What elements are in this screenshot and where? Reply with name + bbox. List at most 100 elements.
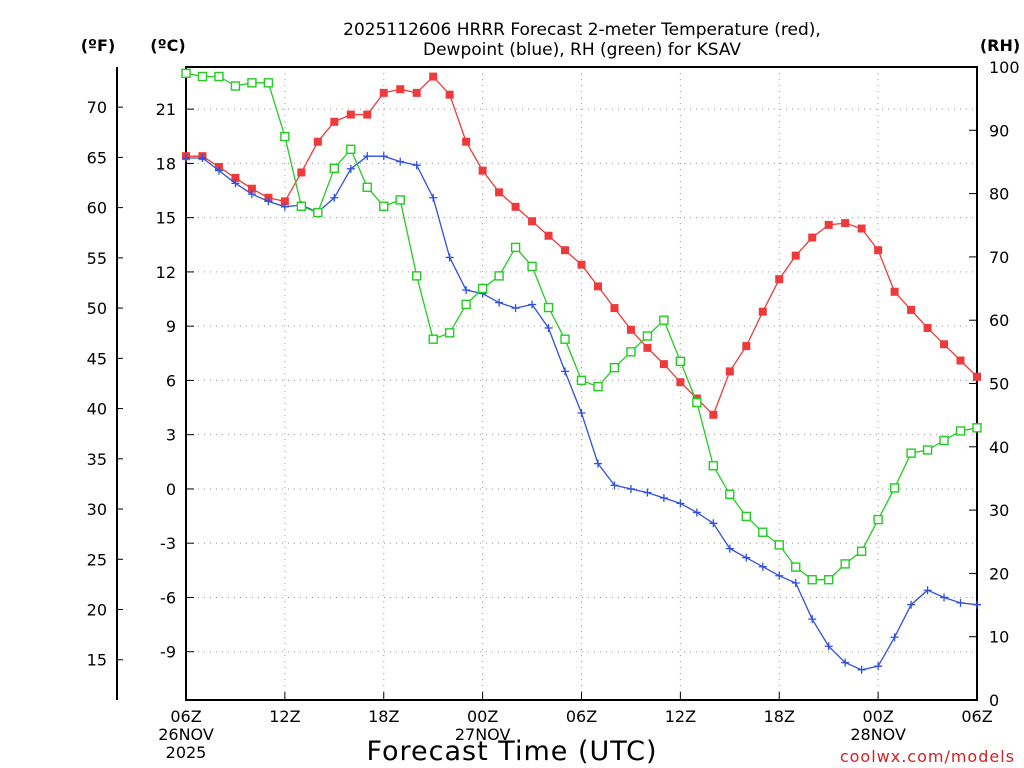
x-tick-label: 18Z xyxy=(368,707,399,726)
celsius-tick-label: -9 xyxy=(160,643,176,662)
rh-tick-label: 30 xyxy=(989,501,1009,520)
dewpoint-point xyxy=(577,408,586,417)
celsius-tick-label: 18 xyxy=(156,154,176,173)
fahrenheit-tick-label: 55 xyxy=(87,249,107,268)
fahrenheit-unit-label: (ºF) xyxy=(81,36,116,55)
dewpoint-point xyxy=(857,665,866,674)
dewpoint-point xyxy=(659,493,668,502)
rh-point xyxy=(823,575,834,585)
dewpoint-point xyxy=(874,662,883,671)
temperature-point xyxy=(973,372,981,381)
temperature-point xyxy=(610,304,619,313)
dewpoint-point xyxy=(231,179,240,188)
rh-point xyxy=(840,559,850,569)
fahrenheit-tick-label: 35 xyxy=(87,450,107,469)
rh-unit-label: (RH) xyxy=(980,36,1020,55)
rh-point xyxy=(197,71,208,82)
temperature-point xyxy=(528,217,537,226)
rh-point xyxy=(791,562,801,572)
dewpoint-point xyxy=(280,202,289,211)
fahrenheit-tick-label: 70 xyxy=(87,98,107,117)
rh-point xyxy=(807,575,817,585)
dewpoint-point xyxy=(429,193,438,202)
dewpoint-point xyxy=(626,484,635,493)
dewpoint-point xyxy=(758,562,767,571)
dewpoint-point xyxy=(462,285,471,294)
rh-point xyxy=(922,445,933,455)
x-tick-year-label: 2025 xyxy=(166,743,207,762)
temperature-point xyxy=(725,367,734,376)
dewpoint-point xyxy=(775,571,784,580)
rh-tick-label: 0 xyxy=(989,691,999,710)
rh-point xyxy=(214,71,224,82)
dewpoint-point xyxy=(824,642,833,651)
dewpoint-point xyxy=(346,164,355,173)
fahrenheit-tick-label: 60 xyxy=(87,199,107,218)
dewpoint-point xyxy=(956,598,965,607)
temperature-point xyxy=(940,340,949,349)
dewpoint-point xyxy=(725,544,734,553)
temperature-point xyxy=(577,260,586,269)
rh-point xyxy=(758,527,768,537)
dewpoint-point xyxy=(363,152,372,161)
rh-point xyxy=(576,375,587,386)
rh-point xyxy=(626,347,636,357)
celsius-tick-label: 15 xyxy=(156,209,176,228)
rh-point xyxy=(362,182,372,192)
rh-point xyxy=(659,315,669,325)
rh-point xyxy=(296,201,307,211)
rh-point xyxy=(230,81,241,91)
rh-point xyxy=(412,271,422,281)
rh-point xyxy=(346,144,356,154)
dewpoint-point xyxy=(808,615,817,624)
dewpoint-point xyxy=(973,600,981,609)
temperature-point xyxy=(379,88,388,97)
temperature-point xyxy=(956,356,965,365)
rh-point xyxy=(263,78,274,88)
rh-point xyxy=(560,334,570,344)
x-tick-date-label: 27NOV xyxy=(455,725,511,744)
rh-point xyxy=(329,163,340,173)
temperature-point xyxy=(709,410,718,419)
dewpoint-point xyxy=(445,253,454,262)
rh-point xyxy=(593,381,603,392)
rh-point xyxy=(906,448,916,458)
celsius-tick-label: 9 xyxy=(166,317,176,336)
celsius-tick-label: 3 xyxy=(166,426,176,445)
temperature-point xyxy=(775,275,784,284)
fahrenheit-tick-label: 65 xyxy=(87,148,107,167)
rh-point xyxy=(280,131,290,142)
rh-point xyxy=(494,271,504,281)
rh-point xyxy=(725,489,735,499)
rh-point xyxy=(939,435,949,446)
temperature-point xyxy=(297,168,306,177)
temperature-point xyxy=(231,173,240,182)
celsius-unit-label: (ºC) xyxy=(150,36,185,55)
rh-tick-label: 60 xyxy=(989,311,1009,330)
celsius-tick-label: 0 xyxy=(166,480,176,499)
chart-title-line2: Dewpoint (blue), RH (green) for KSAV xyxy=(423,40,741,60)
x-tick-label: 18Z xyxy=(764,707,795,726)
dewpoint-point xyxy=(692,508,701,517)
rh-point xyxy=(873,514,883,525)
rh-tick-label: 40 xyxy=(989,438,1009,457)
temperature-point xyxy=(363,110,372,119)
fahrenheit-tick-label: 25 xyxy=(87,550,107,569)
celsius-tick-label: 21 xyxy=(156,100,176,119)
temperature-point xyxy=(412,88,421,97)
rh-point xyxy=(247,78,257,88)
dewpoint-point xyxy=(593,459,602,468)
dewpoint-point xyxy=(841,658,850,667)
rh-point xyxy=(313,207,323,218)
rh-point xyxy=(675,356,686,367)
rh-point xyxy=(609,362,620,373)
rh-point xyxy=(972,423,982,433)
x-tick-date-label: 26NOV xyxy=(158,725,214,744)
dewpoint-point xyxy=(940,593,949,602)
temperature-point xyxy=(396,85,405,94)
temperature-point xyxy=(643,343,652,352)
dewpoint-point xyxy=(676,499,685,508)
dewpoint-point xyxy=(544,323,553,332)
dewpoint-point xyxy=(528,300,537,309)
temperature-point xyxy=(923,323,932,332)
